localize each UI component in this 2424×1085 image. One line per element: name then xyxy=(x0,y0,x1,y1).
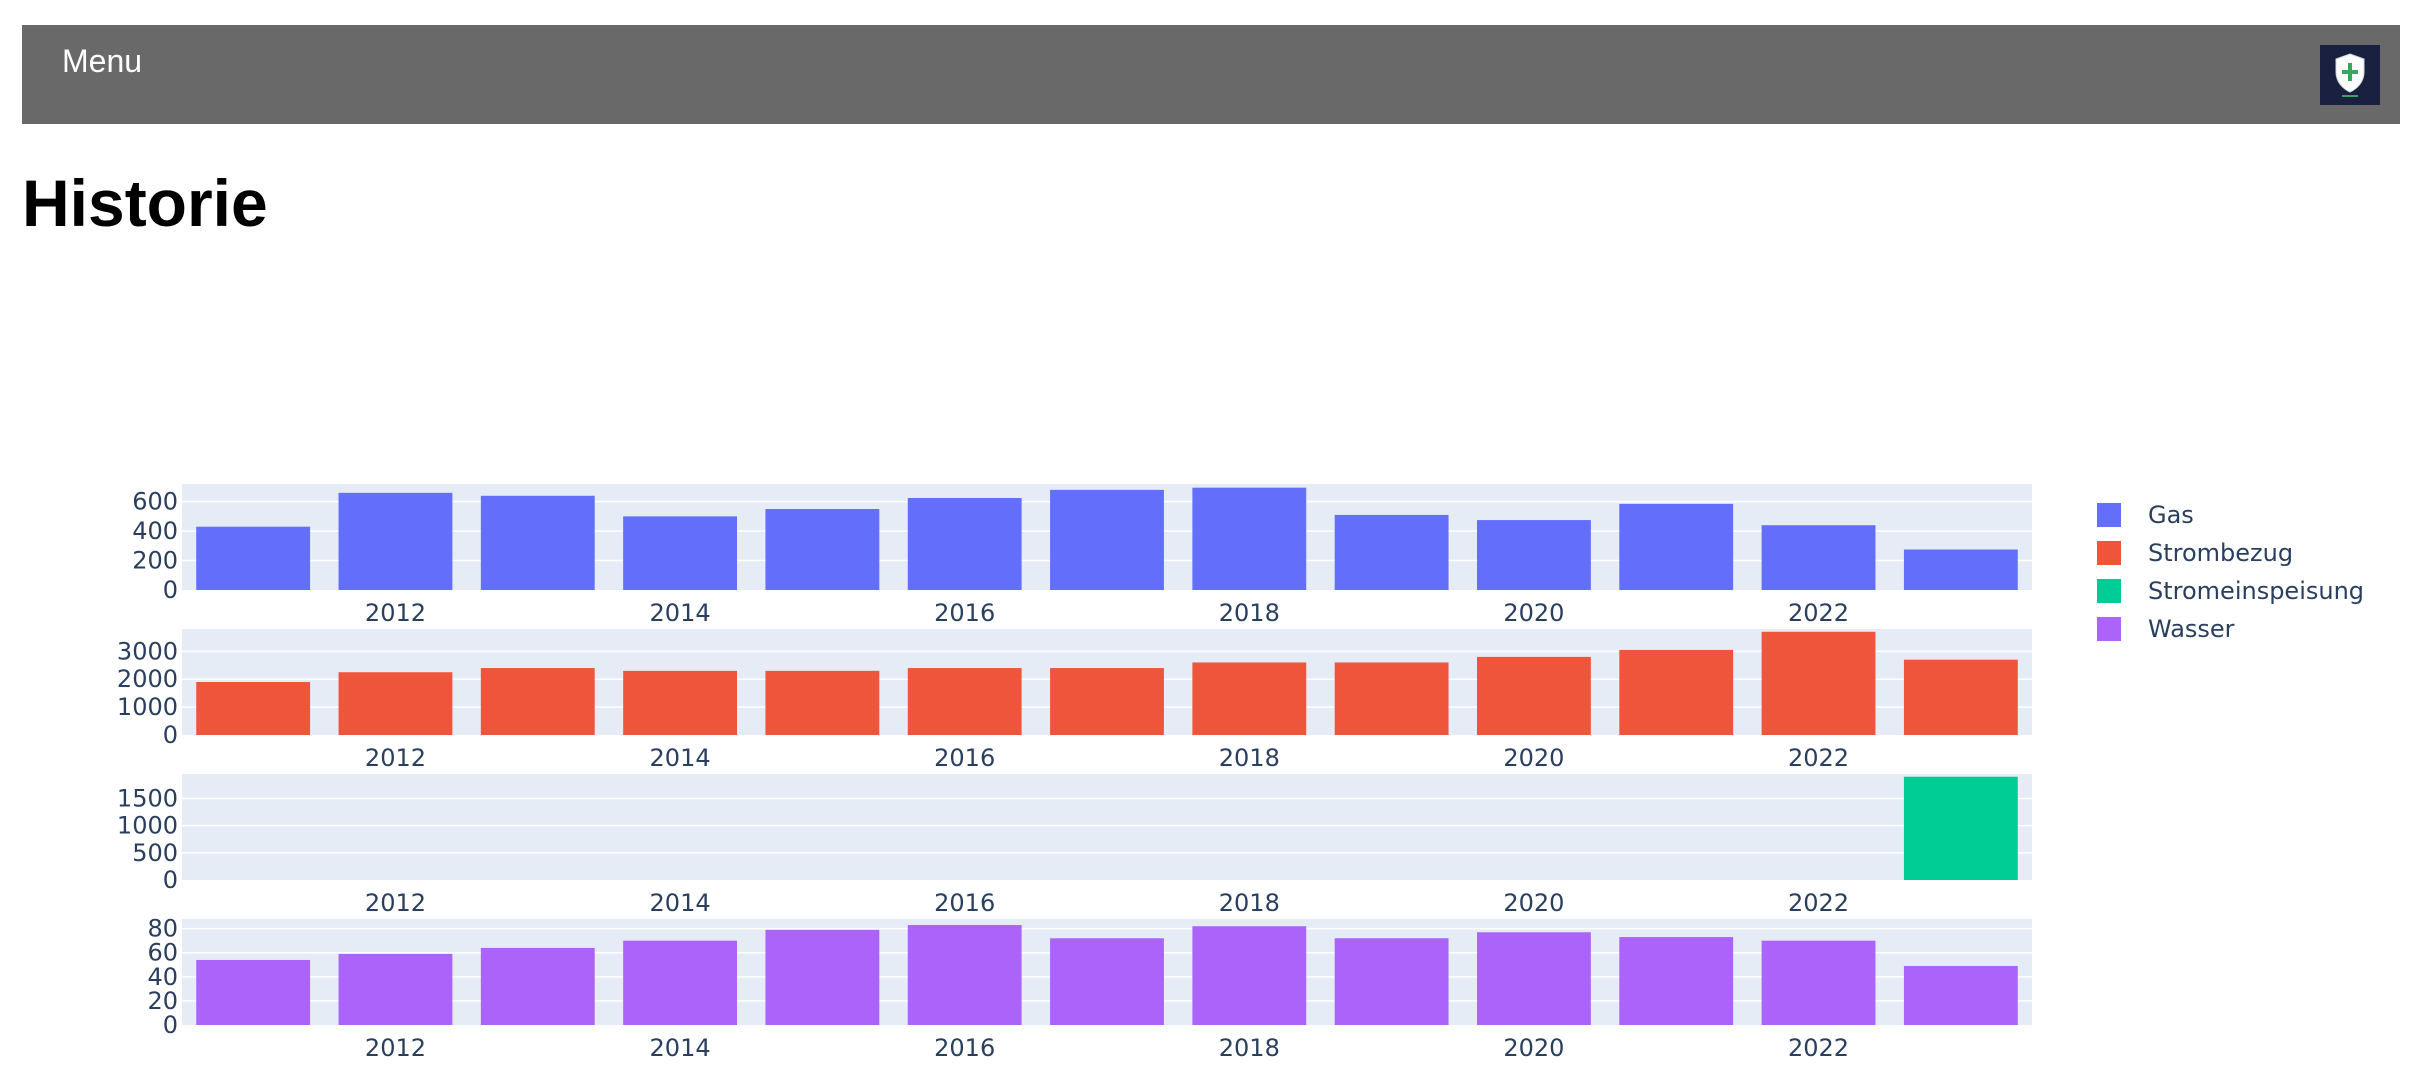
bar-gas-2016 xyxy=(907,497,1022,590)
bar-strombezug-2019 xyxy=(1334,662,1449,735)
bar-gas-2014 xyxy=(623,516,737,590)
x-tick-label: 2018 xyxy=(1219,889,1280,917)
x-tick-label: 2022 xyxy=(1788,599,1849,627)
bar-wasser-2018 xyxy=(1192,926,1307,1025)
bar-strombezug-2015 xyxy=(765,670,880,735)
x-tick-label: 2014 xyxy=(650,599,711,627)
legend-label: Strombezug xyxy=(2148,539,2293,567)
y-tick-label: 1000 xyxy=(117,693,178,721)
y-tick-label: 20 xyxy=(147,987,178,1015)
legend-label: Wasser xyxy=(2148,615,2235,643)
bar-strombezug-2021 xyxy=(1619,649,1734,735)
bar-wasser-2020 xyxy=(1477,932,1591,1025)
bar-strombezug-2014 xyxy=(623,670,737,735)
y-tick-label: 80 xyxy=(147,915,178,943)
bar-gas-2021 xyxy=(1619,503,1734,590)
y-tick-label: 2000 xyxy=(117,665,178,693)
bar-wasser-2017 xyxy=(1050,938,1164,1025)
bar-strombezug-2017 xyxy=(1050,668,1164,735)
bar-strombezug-2012 xyxy=(338,672,453,735)
legend-item-gas[interactable]: Gas xyxy=(2097,501,2194,529)
legend-label: Gas xyxy=(2148,501,2194,529)
menu-button[interactable]: Menu xyxy=(62,43,143,79)
x-tick-label: 2012 xyxy=(365,1034,426,1062)
bar-gas-2015 xyxy=(765,509,880,590)
bar-wasser-2012 xyxy=(338,953,453,1025)
x-tick-label: 2016 xyxy=(934,1034,995,1062)
x-tick-label: 2022 xyxy=(1788,1034,1849,1062)
bar-wasser-2011 xyxy=(196,959,311,1025)
bar-wasser-2022 xyxy=(1761,940,1876,1025)
x-tick-label: 2012 xyxy=(365,744,426,772)
bar-wasser-2015 xyxy=(765,929,880,1025)
x-tick-label: 2012 xyxy=(365,889,426,917)
y-tick-label: 40 xyxy=(147,963,178,991)
bar-wasser-2014 xyxy=(623,940,737,1025)
bar-stromeinspeisung-2023 xyxy=(1903,776,2018,880)
legend-item-stromeinspeisung[interactable]: Stromeinspeisung xyxy=(2097,577,2364,605)
x-tick-label: 2016 xyxy=(934,889,995,917)
y-tick-label: 200 xyxy=(132,547,178,575)
bar-wasser-2013 xyxy=(480,947,595,1025)
y-tick-label: 0 xyxy=(163,866,178,894)
legend-swatch xyxy=(2097,617,2121,641)
x-tick-label: 2018 xyxy=(1219,599,1280,627)
x-tick-label: 2016 xyxy=(934,744,995,772)
bar-strombezug-2023 xyxy=(1903,659,2018,735)
y-tick-label: 3000 xyxy=(117,637,178,665)
bar-strombezug-2016 xyxy=(907,668,1022,735)
legend-item-wasser[interactable]: Wasser xyxy=(2097,615,2235,643)
legend-swatch xyxy=(2097,541,2121,565)
bar-strombezug-2022 xyxy=(1761,631,1876,735)
bar-gas-2013 xyxy=(480,495,595,590)
bar-wasser-2021 xyxy=(1619,937,1734,1025)
x-tick-label: 2020 xyxy=(1503,889,1564,917)
bar-strombezug-2013 xyxy=(480,668,595,735)
y-tick-label: 1000 xyxy=(117,812,178,840)
x-tick-label: 2016 xyxy=(934,599,995,627)
y-tick-label: 500 xyxy=(132,839,178,867)
legend-swatch xyxy=(2097,503,2121,527)
y-tick-label: 0 xyxy=(163,721,178,749)
legend-label: Stromeinspeisung xyxy=(2148,577,2364,605)
plot-area-stromeinspeisung xyxy=(182,774,2032,880)
x-tick-label: 2018 xyxy=(1219,1034,1280,1062)
x-tick-label: 2012 xyxy=(365,599,426,627)
bar-gas-2022 xyxy=(1761,525,1876,590)
x-tick-label: 2020 xyxy=(1503,1034,1564,1062)
bar-gas-2018 xyxy=(1192,487,1307,590)
x-tick-label: 2022 xyxy=(1788,744,1849,772)
y-tick-label: 0 xyxy=(163,1011,178,1039)
y-tick-label: 1500 xyxy=(117,784,178,812)
shield-cross-logo-icon[interactable] xyxy=(2320,45,2380,105)
bar-gas-2023 xyxy=(1903,549,2018,590)
legend-item-strombezug[interactable]: Strombezug xyxy=(2097,539,2293,567)
x-tick-label: 2014 xyxy=(650,1034,711,1062)
bar-gas-2017 xyxy=(1050,489,1164,590)
bar-strombezug-2011 xyxy=(196,682,311,735)
x-tick-label: 2018 xyxy=(1219,744,1280,772)
bar-strombezug-2020 xyxy=(1477,656,1591,735)
bar-gas-2020 xyxy=(1477,520,1591,590)
x-tick-label: 2020 xyxy=(1503,599,1564,627)
bar-strombezug-2018 xyxy=(1192,662,1307,735)
bar-gas-2012 xyxy=(338,492,453,590)
bar-wasser-2019 xyxy=(1334,938,1449,1025)
bar-gas-2019 xyxy=(1334,514,1449,590)
bar-gas-2011 xyxy=(196,526,311,590)
top-navbar: Menu xyxy=(22,25,2400,124)
y-tick-label: 0 xyxy=(163,576,178,604)
legend-swatch xyxy=(2097,579,2121,603)
page-title: Historie xyxy=(22,166,268,240)
x-tick-label: 2022 xyxy=(1788,889,1849,917)
x-tick-label: 2014 xyxy=(650,744,711,772)
bar-wasser-2016 xyxy=(907,925,1022,1025)
x-tick-label: 2020 xyxy=(1503,744,1564,772)
bar-wasser-2023 xyxy=(1903,965,2018,1025)
y-tick-label: 60 xyxy=(147,939,178,967)
y-tick-label: 400 xyxy=(132,517,178,545)
x-tick-label: 2014 xyxy=(650,889,711,917)
y-tick-label: 600 xyxy=(132,488,178,516)
